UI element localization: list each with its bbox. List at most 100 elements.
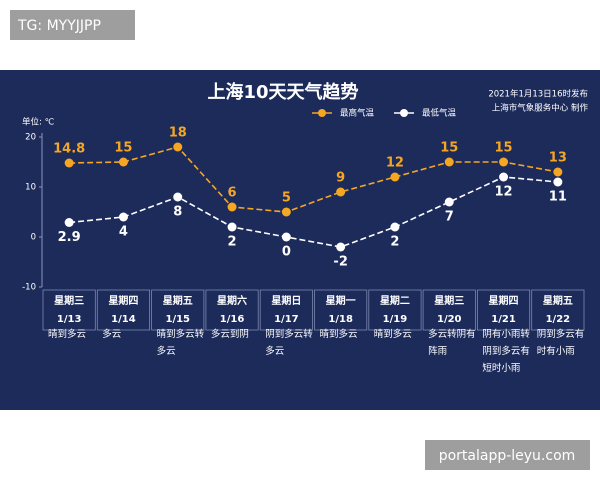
value-label: 2.9 — [58, 230, 81, 245]
weather-text: 多云转阴有阵雨 — [428, 329, 476, 357]
chart-title: 上海10天天气趋势 — [207, 81, 358, 103]
legend-marker — [318, 109, 326, 117]
x-tick-label: 1/17 — [274, 314, 299, 325]
point — [553, 167, 563, 177]
value-label: 15 — [495, 141, 513, 156]
legend-label: 最高气温 — [340, 108, 375, 119]
weekday-label: 星期三 — [434, 294, 464, 307]
value-label: 2 — [228, 235, 237, 250]
unit-label: 单位: ℃ — [22, 117, 55, 128]
value-label: 14.8 — [53, 142, 85, 157]
value-label: 6 — [228, 186, 237, 201]
x-tick-label: 1/18 — [328, 314, 353, 325]
point — [336, 242, 346, 252]
weather-text: 阴到多云转多云 — [265, 329, 313, 357]
point — [390, 172, 400, 182]
value-label: 5 — [282, 191, 291, 206]
point — [227, 202, 237, 212]
value-label: 2 — [390, 235, 399, 250]
value-label: 8 — [173, 205, 182, 220]
value-label: 0 — [282, 245, 291, 260]
x-tick-label: 1/16 — [220, 314, 245, 325]
point — [173, 142, 183, 152]
point — [444, 197, 454, 207]
y-tick-label: 10 — [25, 183, 36, 193]
day-box — [422, 289, 476, 331]
value-label: 7 — [445, 210, 454, 225]
line — [69, 176, 558, 248]
watermark-box — [425, 440, 590, 470]
weekday-label: 星期三 — [54, 294, 84, 307]
value-label: 4 — [119, 225, 128, 240]
weather-text: 晴到多云 — [319, 329, 358, 340]
x-tick-label: 1/19 — [383, 314, 408, 325]
point — [553, 177, 563, 187]
weather-text: 多云到阴 — [210, 329, 249, 340]
point — [118, 212, 128, 222]
watermark: TG: MYYJJPP — [17, 18, 101, 34]
legend-marker — [400, 109, 408, 117]
y-tick-label: 20 — [25, 133, 36, 143]
weather-text: 晴到多云 — [373, 329, 412, 340]
x-tick-label: 1/14 — [111, 314, 136, 325]
y-tick-label: -10 — [22, 283, 36, 293]
point — [173, 192, 183, 202]
publish-note: 上海市气象服务中心 制作 — [492, 103, 589, 114]
weather-text: 阴到多云有时有小雨 — [536, 329, 585, 357]
value-label: 13 — [549, 151, 567, 166]
day-box — [96, 289, 151, 331]
day-box — [42, 289, 96, 331]
point — [281, 232, 291, 242]
watermark-box — [10, 10, 135, 40]
day-box — [259, 289, 313, 331]
line — [69, 146, 558, 213]
weather-text: 阴有小雨转阴到多云有短时小雨 — [482, 329, 530, 374]
value-label: 15 — [114, 141, 132, 156]
x-tick-label: 1/21 — [491, 314, 516, 325]
weekday-label: 星期日 — [271, 294, 301, 307]
y-tick-label: 0 — [31, 233, 36, 243]
legend-label: 最低气温 — [422, 108, 457, 119]
weekday-label: 星期二 — [380, 294, 410, 307]
day-box — [314, 289, 368, 331]
weekday-label: 星期五 — [543, 294, 573, 307]
x-tick-label: 1/13 — [57, 314, 82, 325]
value-label: 18 — [169, 126, 187, 141]
weekday-label: 星期六 — [217, 294, 247, 307]
day-box — [531, 289, 585, 331]
point — [227, 222, 237, 232]
point — [118, 157, 128, 167]
x-tick-label: 1/15 — [165, 314, 190, 325]
watermark: portalapp-leyu.com — [439, 448, 576, 464]
point — [64, 218, 74, 227]
value-label: -2 — [333, 255, 347, 270]
point — [390, 222, 400, 232]
x-tick-label: 1/22 — [546, 314, 571, 325]
value-label: 12 — [386, 156, 404, 171]
point — [64, 158, 74, 168]
value-label: 11 — [549, 190, 567, 205]
point — [499, 157, 509, 167]
weather-text: 多云 — [102, 329, 122, 340]
weather-text: 晴到多云转多云 — [156, 329, 205, 357]
value-label: 15 — [440, 141, 458, 156]
point — [281, 207, 291, 217]
weekday-label: 星期五 — [163, 294, 193, 307]
value-label: 12 — [495, 185, 513, 200]
day-box — [205, 289, 259, 331]
value-label: 9 — [336, 171, 345, 186]
x-tick-label: 1/20 — [437, 314, 462, 325]
point — [499, 172, 509, 182]
weekday-label: 星期四 — [489, 294, 519, 307]
weather-text: 晴到多云 — [48, 329, 87, 340]
day-box — [476, 289, 531, 331]
publish-note: 2021年1月13日16时发布 — [488, 89, 588, 100]
weekday-label: 星期四 — [108, 294, 138, 307]
point — [336, 187, 346, 197]
day-box — [151, 289, 205, 331]
day-box — [368, 289, 422, 331]
weekday-label: 星期一 — [326, 294, 356, 307]
point — [444, 157, 454, 167]
